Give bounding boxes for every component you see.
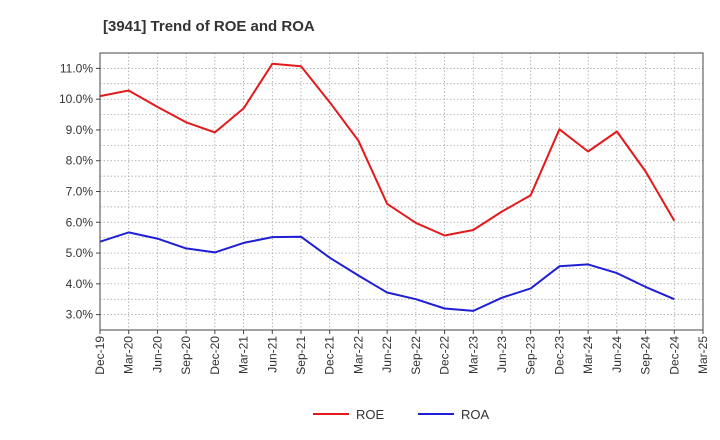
data-point-roa bbox=[214, 251, 216, 253]
y-tick-label: 6.0% bbox=[66, 215, 94, 229]
series-line-roe bbox=[99, 62, 676, 237]
y-tick-label: 3.0% bbox=[66, 308, 94, 322]
data-point-roa bbox=[357, 274, 359, 276]
data-point-roe bbox=[128, 89, 130, 91]
data-point-roe bbox=[214, 131, 216, 133]
data-point-roe bbox=[616, 130, 618, 132]
x-tick-label: Mar-24 bbox=[581, 336, 595, 374]
series-line-roa bbox=[99, 231, 675, 312]
data-point-roa bbox=[415, 298, 417, 300]
data-point-roa bbox=[616, 272, 618, 274]
x-tick-label: Sep-24 bbox=[639, 336, 653, 375]
y-tick-label: 8.0% bbox=[66, 154, 94, 168]
x-tick-label: Jun-20 bbox=[150, 336, 164, 373]
x-tick-label: Mar-22 bbox=[351, 336, 365, 374]
y-tick-label: 9.0% bbox=[66, 123, 94, 137]
data-point-roe bbox=[386, 203, 388, 205]
data-point-roa bbox=[271, 236, 273, 238]
grid bbox=[100, 53, 703, 330]
x-tick-label: Mar-21 bbox=[237, 336, 251, 374]
legend-label-roe: ROE bbox=[356, 407, 385, 422]
x-tick-label: Mar-25 bbox=[696, 336, 710, 374]
x-tick-label: Dec-20 bbox=[208, 336, 222, 375]
data-point-roe bbox=[185, 121, 187, 123]
data-point-roe bbox=[415, 222, 417, 224]
data-point-roa bbox=[242, 242, 244, 244]
chart-title: [3941] Trend of ROE and ROA bbox=[103, 18, 315, 35]
data-point-roe bbox=[156, 106, 158, 108]
legend-label-roa: ROA bbox=[461, 407, 490, 422]
x-tick-label: Dec-21 bbox=[323, 336, 337, 375]
data-point-roa bbox=[386, 291, 388, 293]
x-axis-ticks: Dec-19 Mar-20 Jun-20 Sep-20 Dec-20 Mar-21 Jun-… bbox=[93, 330, 710, 375]
data-point-roa bbox=[644, 286, 646, 288]
data-point-roa bbox=[300, 236, 302, 238]
data-point-roa bbox=[501, 296, 503, 298]
data-point-roa bbox=[329, 256, 331, 258]
x-tick-label: Dec-24 bbox=[667, 336, 681, 375]
data-point-roa bbox=[530, 287, 532, 289]
x-tick-label: Jun-24 bbox=[610, 336, 624, 373]
data-point-roe bbox=[530, 194, 532, 196]
data-point-roa bbox=[558, 265, 560, 267]
data-point-roe bbox=[673, 220, 675, 222]
x-tick-label: Mar-20 bbox=[122, 336, 136, 374]
data-point-roe bbox=[242, 107, 244, 109]
y-tick-label: 4.0% bbox=[66, 277, 94, 291]
data-point-roe bbox=[472, 229, 474, 231]
data-point-roe bbox=[587, 150, 589, 152]
data-point-roe bbox=[271, 63, 273, 65]
x-tick-label: Dec-22 bbox=[438, 336, 452, 375]
x-tick-label: Jun-22 bbox=[380, 336, 394, 373]
data-point-roe bbox=[558, 128, 560, 130]
y-tick-label: 5.0% bbox=[66, 246, 94, 260]
y-tick-label: 7.0% bbox=[66, 185, 94, 199]
data-point-roe bbox=[501, 210, 503, 212]
y-tick-label: 10.0% bbox=[59, 92, 93, 106]
x-tick-label: Dec-23 bbox=[552, 336, 566, 375]
data-point-roa bbox=[443, 307, 445, 309]
x-tick-label: Mar-23 bbox=[466, 336, 480, 374]
data-point-roe bbox=[329, 101, 331, 103]
data-point-roa bbox=[128, 231, 130, 233]
data-point-roa bbox=[185, 247, 187, 249]
x-tick-label: Jun-21 bbox=[265, 336, 279, 373]
data-point-roe bbox=[443, 234, 445, 236]
legend: ROE ROA bbox=[313, 407, 490, 422]
series-lines bbox=[99, 62, 676, 312]
x-tick-label: Sep-22 bbox=[409, 336, 423, 375]
x-tick-label: Jun-23 bbox=[495, 336, 509, 373]
data-point-roa bbox=[472, 310, 474, 312]
plot-frame bbox=[99, 52, 704, 331]
data-point-roa bbox=[156, 237, 158, 239]
x-tick-label: Sep-21 bbox=[294, 336, 308, 375]
data-point-roa bbox=[587, 263, 589, 265]
data-point-roe bbox=[300, 65, 302, 67]
data-point-roe bbox=[644, 170, 646, 172]
y-tick-label: 11.0% bbox=[60, 61, 93, 75]
data-point-roa bbox=[673, 298, 675, 300]
x-tick-label: Dec-19 bbox=[93, 336, 107, 375]
y-axis-ticks: 3.0% 4.0% 5.0% 6.0% 7.0% 8.0% 9.0% 10.0% 11.0% bbox=[59, 61, 100, 322]
data-point-roe bbox=[357, 140, 359, 142]
x-tick-label: Sep-20 bbox=[179, 336, 193, 375]
x-tick-label: Sep-23 bbox=[524, 336, 538, 375]
